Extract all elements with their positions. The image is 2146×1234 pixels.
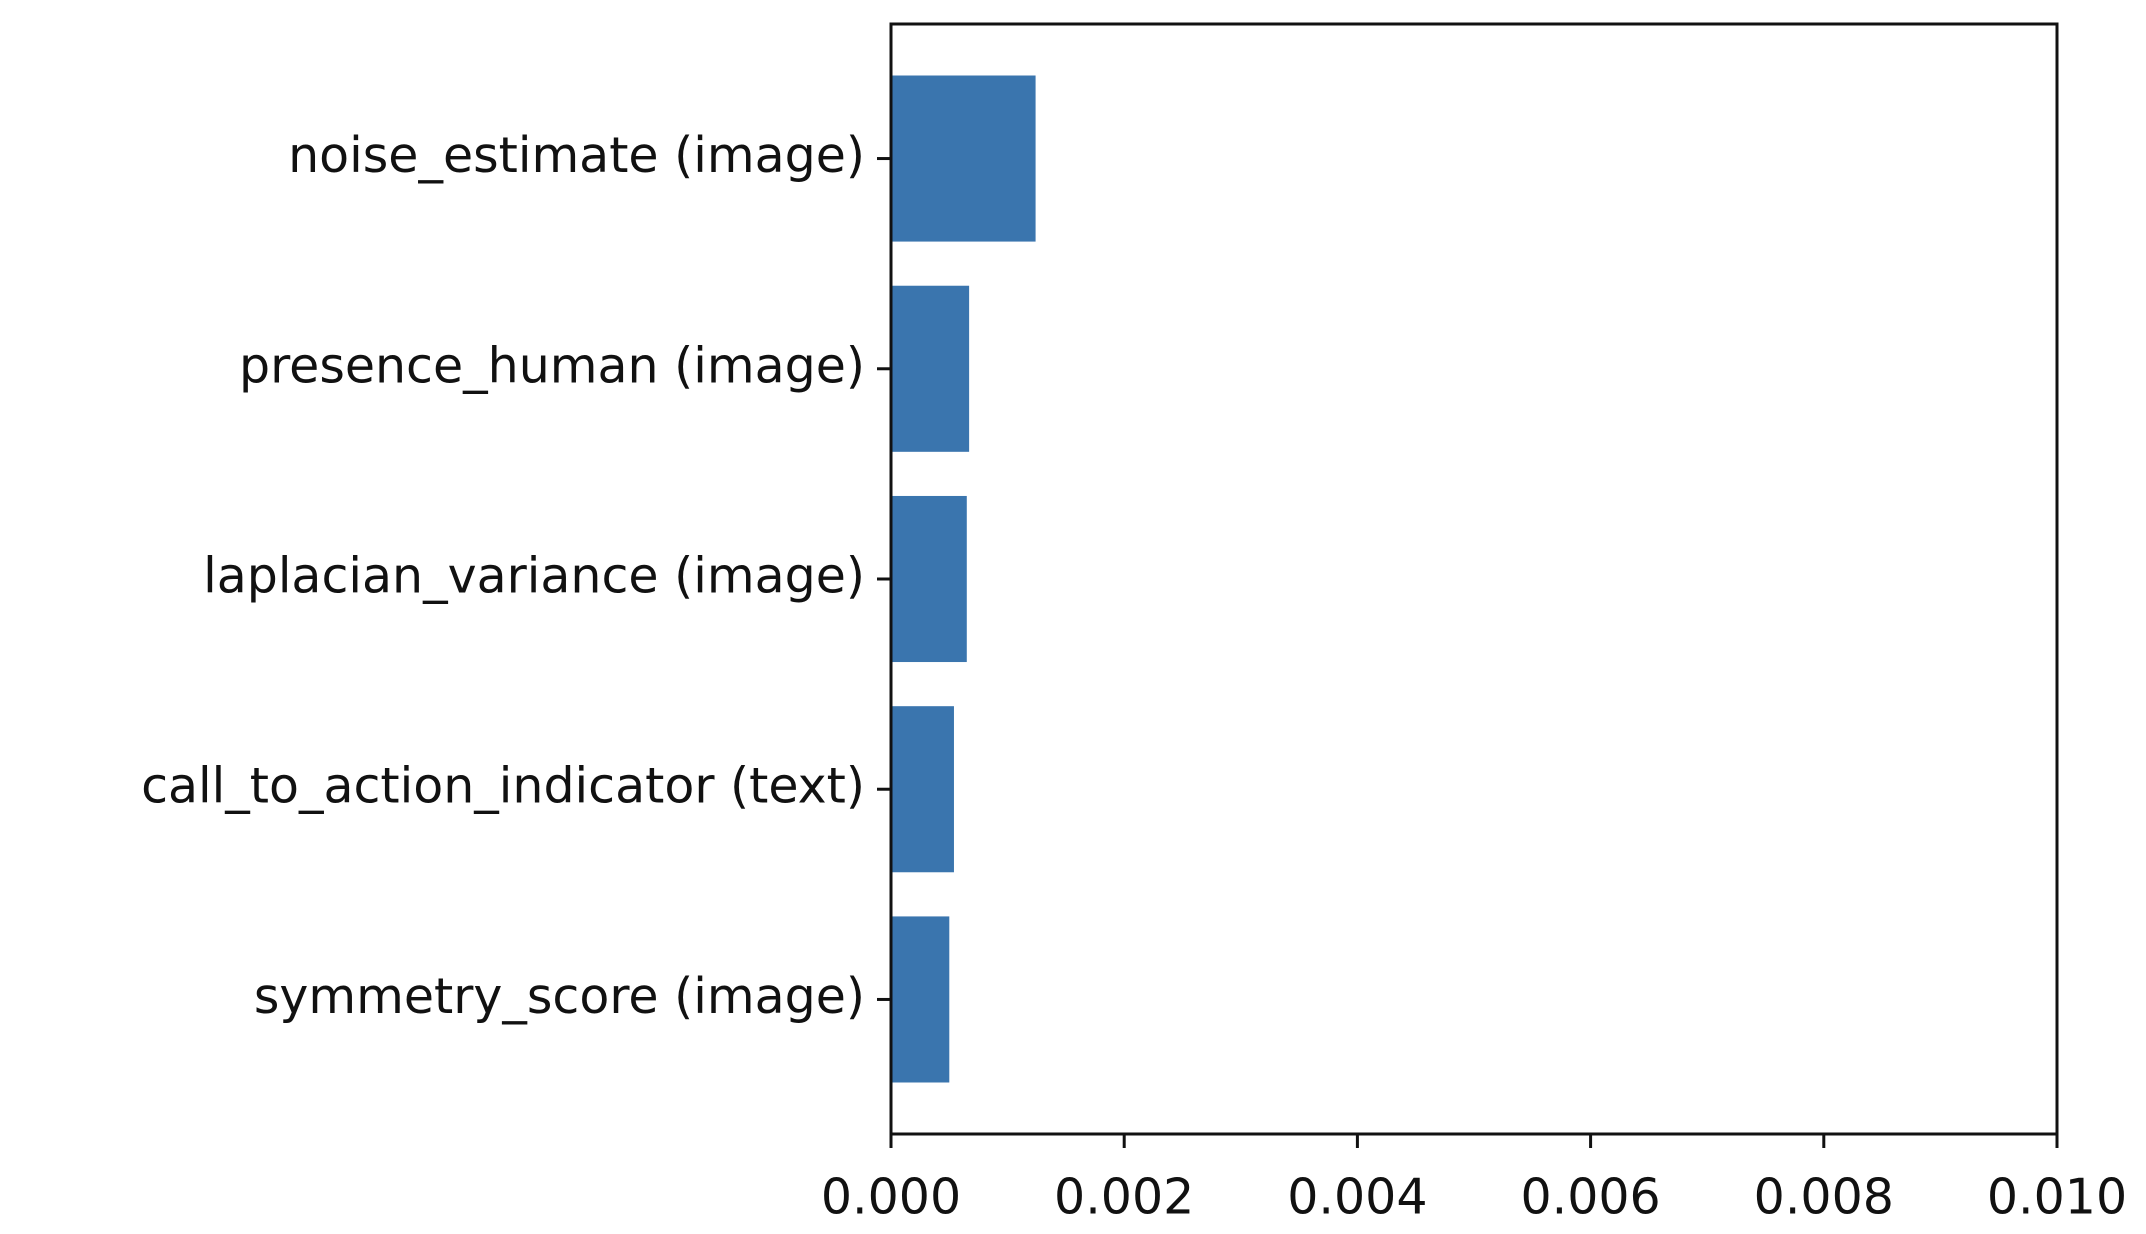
- bar: [891, 495, 967, 663]
- x-tick-label: 0.008: [1754, 1169, 1894, 1226]
- y-tick-label: noise_estimate (image): [288, 127, 865, 184]
- bar: [891, 706, 954, 873]
- plot-frame: [889, 22, 2059, 1136]
- x-tick-label: 0.010: [1987, 1169, 2127, 1226]
- bar: [891, 285, 970, 452]
- x-tick-label: 0.006: [1520, 1169, 1660, 1226]
- y-tick-label: call_to_action_indicator (text): [141, 758, 865, 815]
- x-tick-label: 0.004: [1287, 1169, 1427, 1226]
- y-tick-label: symmetry_score (image): [254, 968, 865, 1025]
- bar: [891, 916, 950, 1083]
- bar: [891, 75, 1036, 242]
- y-tick-label: laplacian_variance (image): [203, 548, 865, 605]
- y-tick-label: presence_human (image): [239, 337, 865, 394]
- x-tick-label: 0.002: [1054, 1169, 1194, 1226]
- x-tick-label: 0.000: [821, 1169, 961, 1226]
